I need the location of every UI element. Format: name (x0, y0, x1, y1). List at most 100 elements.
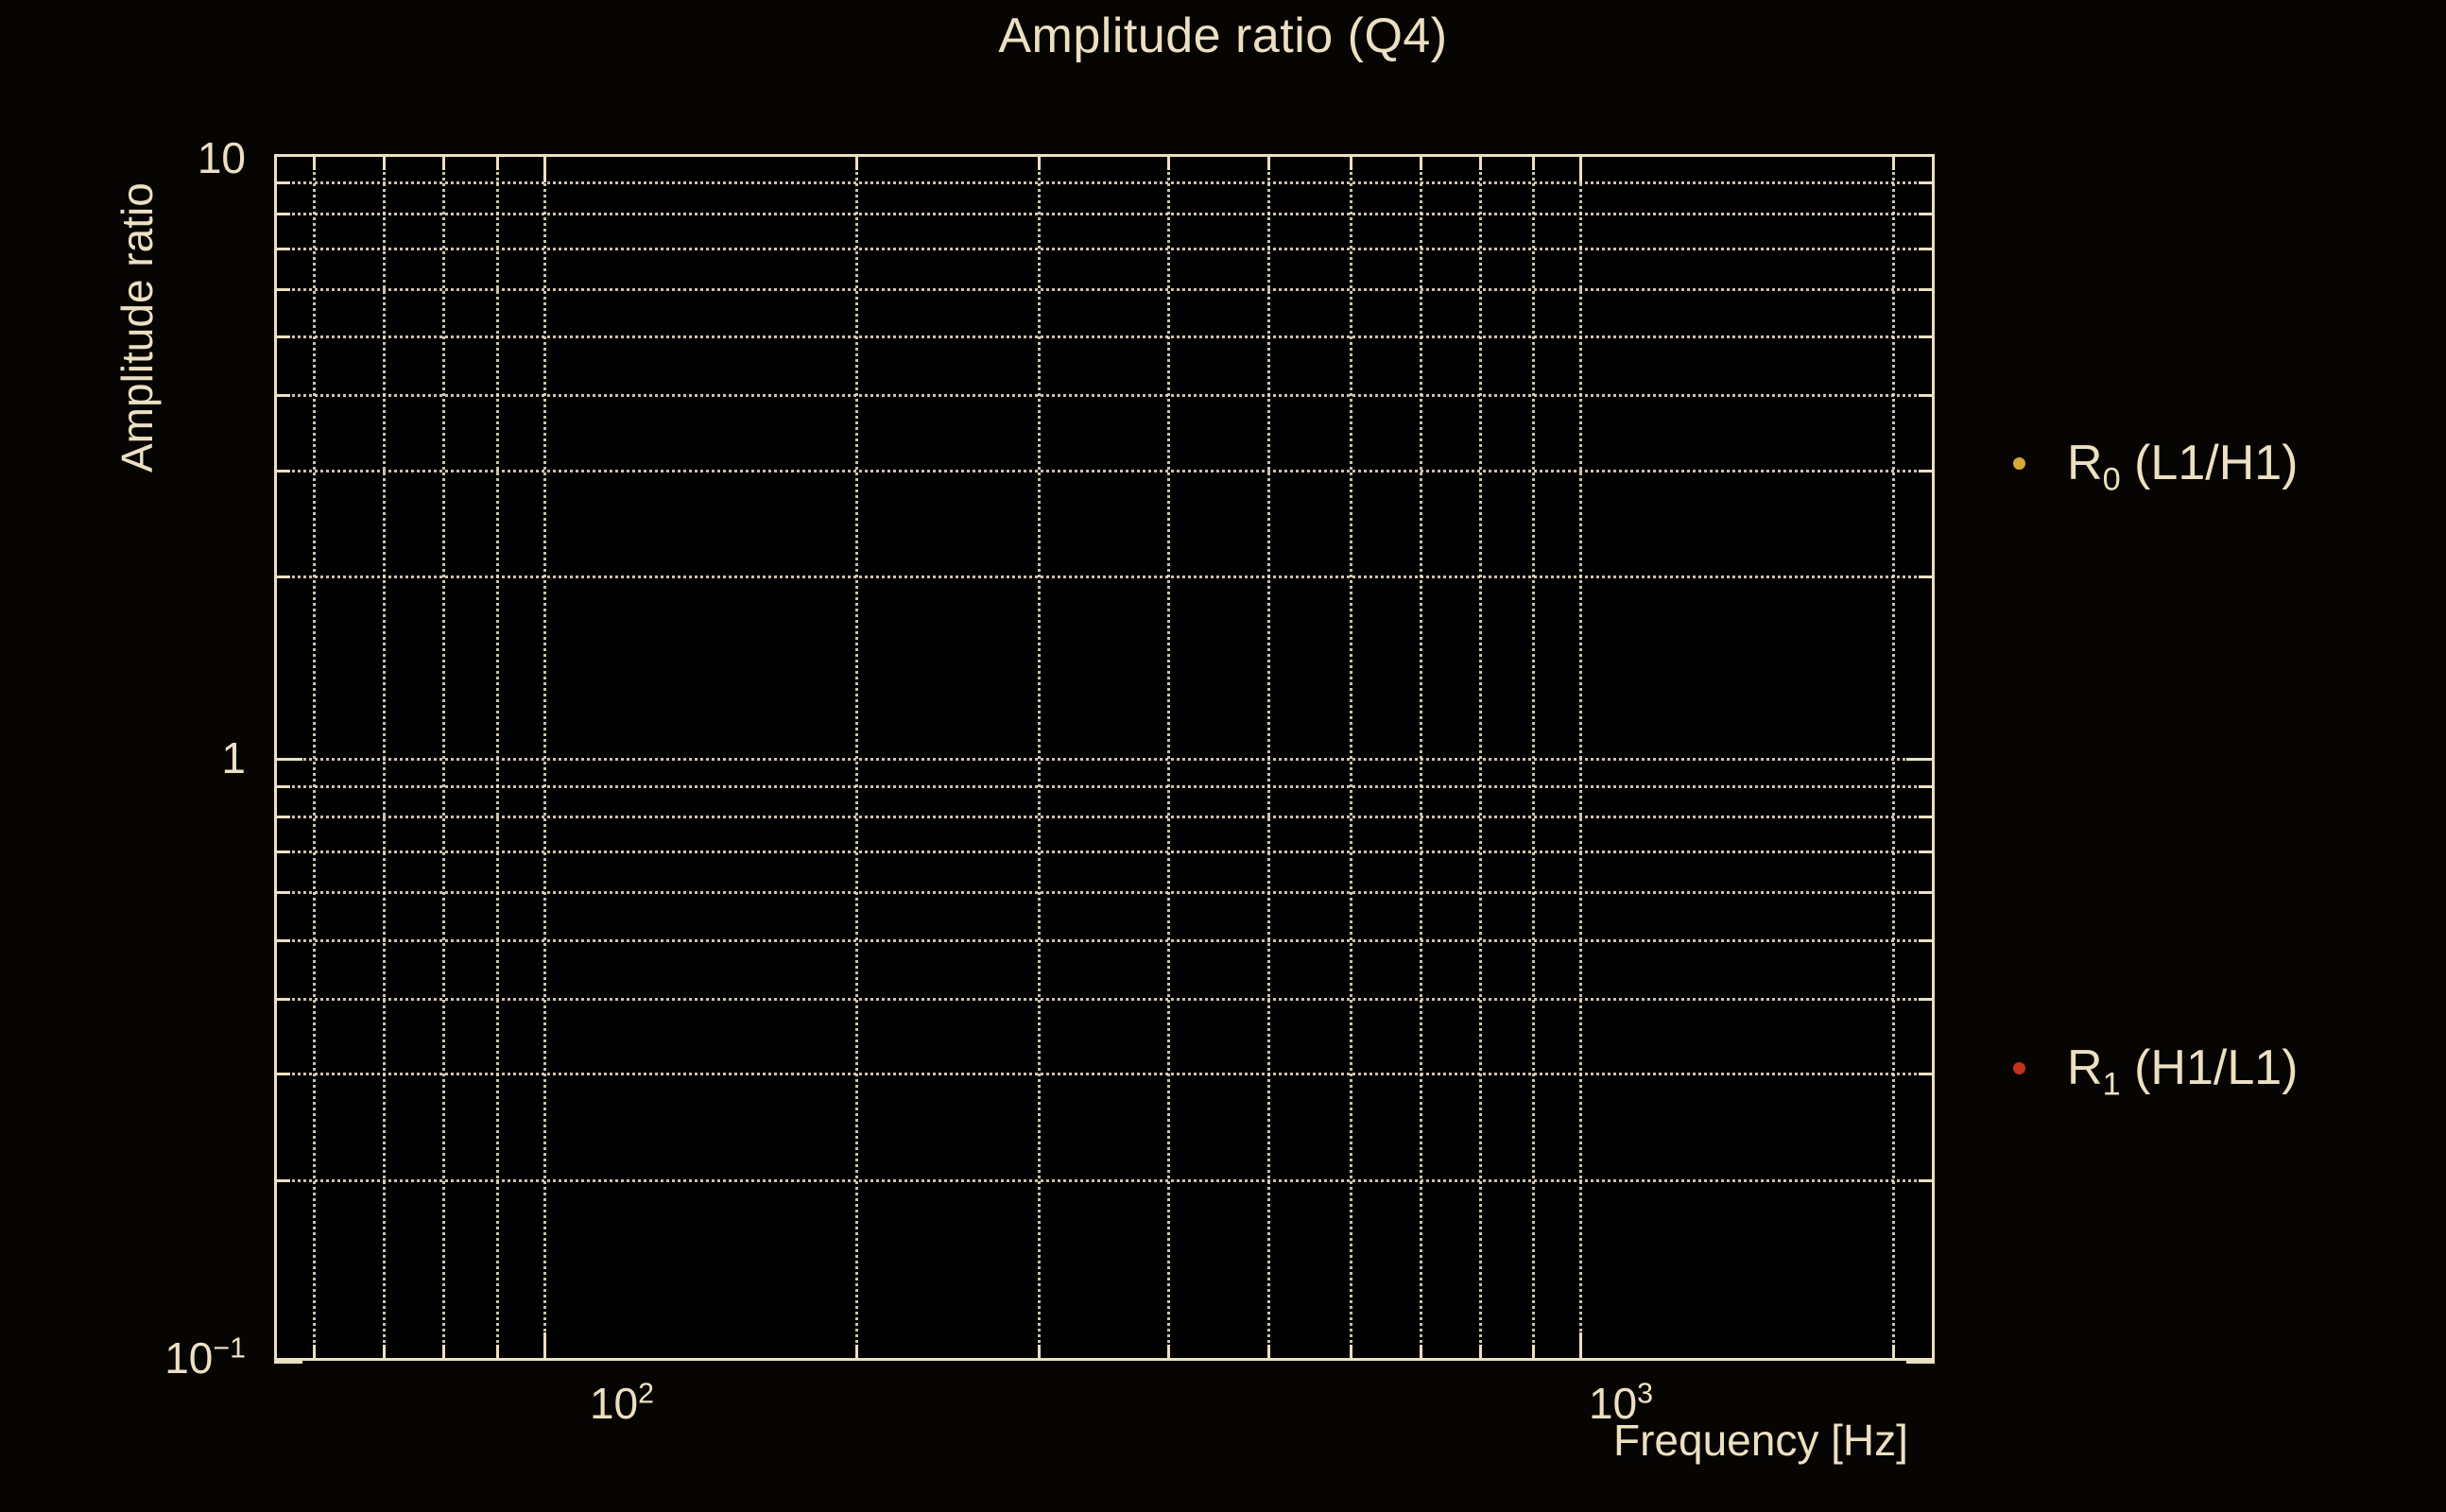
x-tick-top (1479, 154, 1483, 170)
legend: R0 (L1/H1) R1 (H1/L1) (1985, 161, 2429, 1361)
y-tick (274, 997, 290, 1001)
x-tick (442, 1345, 446, 1361)
x-tick (543, 1332, 546, 1361)
x-tick (313, 1345, 317, 1361)
legend-entry-r1[interactable]: R1 (H1/L1) (1985, 1040, 2299, 1103)
y-tick-right (1919, 997, 1935, 1001)
x-tick (854, 1345, 858, 1361)
y-tick-right (1906, 757, 1935, 761)
x-tick-top (1038, 154, 1041, 170)
x-tick-top (1267, 154, 1271, 170)
x-tick-label-100: 102 (589, 1378, 655, 1428)
y-tick (274, 469, 290, 472)
y-gridline (274, 816, 1935, 819)
y-tick-label-1: 1 (221, 733, 246, 782)
legend-marker-r1-icon (2013, 1061, 2025, 1074)
axis-spine-top (274, 154, 1935, 157)
x-tick-top (1579, 154, 1583, 182)
y-gridline (274, 247, 1935, 250)
y-tick (274, 247, 290, 250)
y-tick (274, 1361, 302, 1364)
y-tick (274, 938, 290, 942)
y-gridline (274, 891, 1935, 895)
y-tick (274, 576, 290, 579)
y-tick-right (1919, 938, 1935, 942)
y-tick-right (1919, 784, 1935, 788)
y-tick (274, 212, 290, 215)
y-tick-right (1919, 394, 1935, 398)
y-tick (274, 287, 290, 291)
y-tick-right (1919, 576, 1935, 579)
y-tick-right (1919, 287, 1935, 291)
x-tick (495, 1345, 499, 1361)
y-tick (274, 757, 302, 761)
x-tick (1350, 1345, 1353, 1361)
y-tick (274, 891, 290, 895)
y-gridline (274, 394, 1935, 398)
x-axis-title: Frequency [Hz] (1613, 1416, 1908, 1465)
x-tick-label-1000: 103 (1588, 1378, 1654, 1428)
y-gridline (274, 757, 1935, 761)
x-tick-top (1167, 154, 1171, 170)
y-axis-title: Amplitude ratio (112, 182, 162, 472)
x-tick-top (382, 154, 386, 170)
y-tick-right (1919, 850, 1935, 854)
x-tick-top (1350, 154, 1353, 170)
legend-label-r1: R1 (H1/L1) (2067, 1040, 2299, 1103)
x-tick-top (495, 154, 499, 170)
y-gridline (274, 212, 1935, 215)
x-tick-top (543, 154, 546, 182)
axis-spine-bottom (274, 1358, 1935, 1361)
x-tick (1891, 1345, 1895, 1361)
plot-area (274, 154, 1935, 1364)
y-gridline (274, 938, 1935, 942)
x-tick (382, 1345, 386, 1361)
x-tick-top (854, 154, 858, 170)
y-tick-right (1919, 469, 1935, 472)
x-tick-top (1532, 154, 1536, 170)
legend-entry-r0[interactable]: R0 (L1/H1) (1985, 435, 2299, 498)
y-tick-right (1906, 1361, 1935, 1364)
y-tick (274, 784, 290, 788)
legend-label-r0: R0 (L1/H1) (2067, 436, 2299, 498)
y-gridline (274, 469, 1935, 472)
x-tick (1579, 1332, 1583, 1361)
y-tick (274, 335, 290, 339)
y-tick-right (1919, 816, 1935, 819)
y-tick-label-0p1: 10−1 (164, 1332, 246, 1383)
axis-spine-right (1932, 154, 1935, 1361)
y-tick (274, 850, 290, 854)
y-tick-right (1919, 1073, 1935, 1076)
x-tick (1479, 1345, 1483, 1361)
y-tick (274, 1178, 290, 1182)
y-tick (274, 816, 290, 819)
y-tick-right (1919, 212, 1935, 215)
y-tick (274, 394, 290, 398)
legend-marker-r0-icon (2013, 456, 2025, 470)
y-tick-right (1919, 335, 1935, 339)
x-tick-top (313, 154, 317, 170)
y-gridline (274, 1178, 1935, 1182)
y-gridline (274, 850, 1935, 854)
y-gridline (274, 576, 1935, 579)
y-gridline (274, 287, 1935, 291)
y-gridline (274, 784, 1935, 788)
y-tick (274, 1073, 290, 1076)
y-tick-label-10: 10 (197, 133, 246, 182)
y-tick-right (1919, 181, 1935, 185)
x-tick (1419, 1345, 1422, 1361)
y-gridline (274, 335, 1935, 339)
x-tick (1532, 1345, 1536, 1361)
x-tick (1167, 1345, 1171, 1361)
y-tick-right (1919, 247, 1935, 250)
x-tick (1038, 1345, 1041, 1361)
x-tick-top (442, 154, 446, 170)
y-gridline (274, 997, 1935, 1001)
page-title: Amplitude ratio (Q4) (998, 9, 1448, 63)
y-tick-right (1919, 1178, 1935, 1182)
y-gridline (274, 1073, 1935, 1076)
x-tick-top (1891, 154, 1895, 170)
x-tick (1267, 1345, 1271, 1361)
axis-spine-left (274, 154, 277, 1361)
